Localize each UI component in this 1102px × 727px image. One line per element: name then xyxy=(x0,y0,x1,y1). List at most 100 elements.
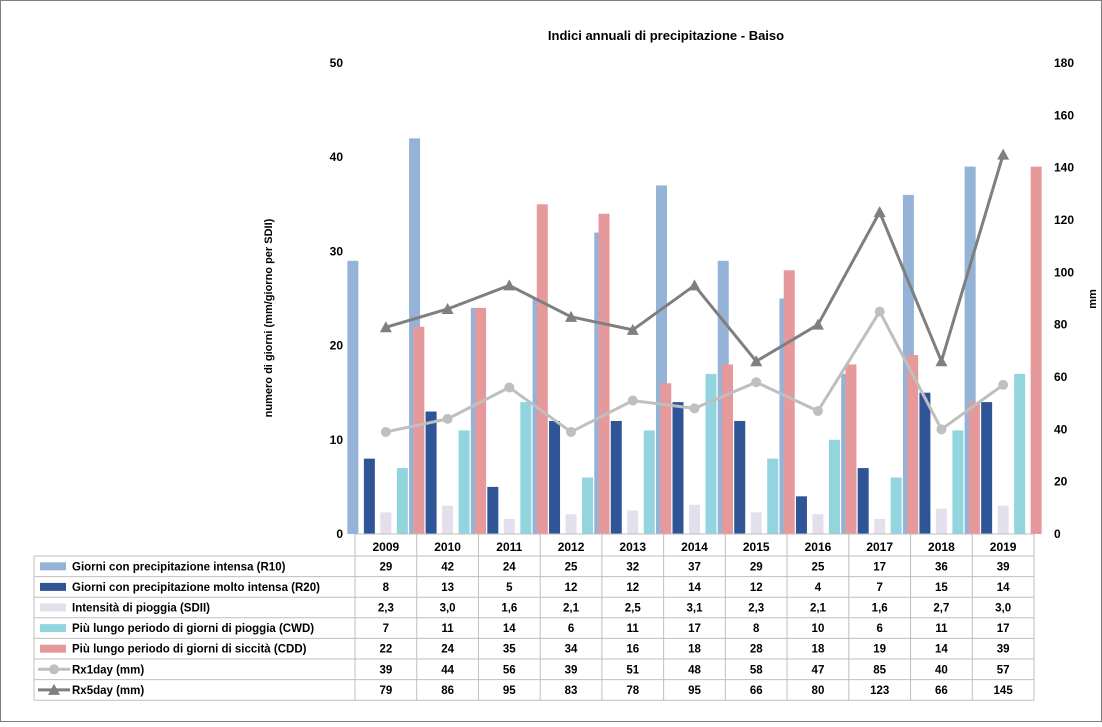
line-point xyxy=(688,279,701,291)
table-value: 5 xyxy=(506,582,513,594)
bar xyxy=(952,430,964,534)
bar xyxy=(672,402,684,534)
bar xyxy=(890,477,902,534)
table-value: 11 xyxy=(627,623,640,635)
bar xyxy=(442,505,454,534)
line-point xyxy=(751,377,762,388)
bar xyxy=(907,355,919,534)
line-point xyxy=(935,355,948,367)
legend-label: Rx5day (mm) xyxy=(72,685,144,697)
line-point xyxy=(997,148,1010,160)
line-point xyxy=(566,426,577,437)
table-value: 40 xyxy=(935,664,948,676)
table-value: 51 xyxy=(626,664,639,676)
bar xyxy=(968,402,980,534)
table-value: 14 xyxy=(935,644,948,656)
y-tick-left: 50 xyxy=(330,56,344,70)
y-tick-right: 40 xyxy=(1054,422,1068,436)
y-tick-right: 100 xyxy=(1054,265,1074,279)
bar xyxy=(413,326,425,534)
table-value: 66 xyxy=(935,685,948,697)
table-value: 14 xyxy=(688,582,701,594)
bar xyxy=(722,364,733,534)
table-value: 29 xyxy=(379,561,392,573)
table-value: 12 xyxy=(626,582,639,594)
table-value: 3,0 xyxy=(995,603,1011,615)
x-tick-label: 2015 xyxy=(743,540,770,554)
line-point xyxy=(441,302,454,314)
bar xyxy=(857,468,869,534)
x-tick-label: 2019 xyxy=(990,540,1017,554)
table-value: 7 xyxy=(383,623,389,635)
bar xyxy=(734,420,746,534)
table-value: 2,1 xyxy=(563,603,580,615)
bar xyxy=(874,518,886,534)
line-point xyxy=(812,406,823,417)
line-point xyxy=(936,424,947,435)
line-point xyxy=(689,403,700,414)
y-axis-right-label: mm xyxy=(1087,289,1099,309)
table-value: 39 xyxy=(379,664,392,676)
table-value: 17 xyxy=(688,623,701,635)
x-tick-label: 2013 xyxy=(619,540,646,554)
table-value: 18 xyxy=(812,644,825,656)
legend-key xyxy=(40,603,66,612)
table-value: 11 xyxy=(935,623,948,635)
y-tick-right: 20 xyxy=(1054,475,1068,489)
line-point xyxy=(503,279,516,291)
bar xyxy=(689,504,700,534)
line-point xyxy=(379,321,392,333)
table-value: 2,7 xyxy=(933,603,949,615)
legend-key xyxy=(40,624,66,633)
y-tick-right: 180 xyxy=(1054,56,1074,70)
bar xyxy=(795,496,807,534)
bar xyxy=(487,486,499,534)
legend-label: Più lungo periodo di giorni di pioggia (… xyxy=(72,623,314,635)
table-value: 17 xyxy=(997,623,1010,635)
table-value: 4 xyxy=(815,582,822,594)
plot-area: 0 10 20 30 40 50 0 20 40 60 80 100 120 140 160 180 xyxy=(330,56,1075,541)
table-value: 22 xyxy=(379,644,392,656)
table-value: 85 xyxy=(873,664,886,676)
table-value: 78 xyxy=(626,685,639,697)
line-point xyxy=(627,395,638,406)
table-value: 47 xyxy=(812,664,825,676)
y-tick-right: 140 xyxy=(1054,161,1074,175)
line-point xyxy=(380,426,391,437)
bar xyxy=(520,402,532,534)
legend-label: Più lungo periodo di giorni di siccità (… xyxy=(72,644,307,656)
table-value: 2,3 xyxy=(748,603,764,615)
table-value: 32 xyxy=(626,561,639,573)
y-tick-right: 120 xyxy=(1054,213,1074,227)
bar xyxy=(627,510,639,534)
y-tick-right: 0 xyxy=(1054,527,1061,541)
table-value: 39 xyxy=(565,664,578,676)
bar xyxy=(536,204,548,535)
table-value: 25 xyxy=(812,561,825,573)
line-point xyxy=(626,323,639,335)
table-value: 2,5 xyxy=(625,603,642,615)
table-value: 66 xyxy=(750,685,763,697)
line-point xyxy=(998,379,1009,390)
table-value: 12 xyxy=(565,582,578,594)
table-value: 8 xyxy=(383,582,390,594)
legend-label: Intensità di pioggia (SDII) xyxy=(72,603,210,615)
table-value: 48 xyxy=(688,664,701,676)
table-value: 13 xyxy=(441,582,454,594)
line-point xyxy=(873,206,886,218)
line-point xyxy=(874,306,885,317)
bar xyxy=(475,307,487,534)
line-point xyxy=(442,413,453,424)
bar xyxy=(767,458,779,534)
table-value: 44 xyxy=(441,664,454,676)
y-tick-right: 60 xyxy=(1054,370,1068,384)
table-value: 24 xyxy=(503,561,516,573)
bar xyxy=(845,364,857,534)
y-tick-right: 160 xyxy=(1054,108,1074,122)
table-value: 37 xyxy=(688,561,701,573)
table-value: 18 xyxy=(688,644,701,656)
table-value: 58 xyxy=(750,664,763,676)
table-value: 39 xyxy=(997,561,1010,573)
